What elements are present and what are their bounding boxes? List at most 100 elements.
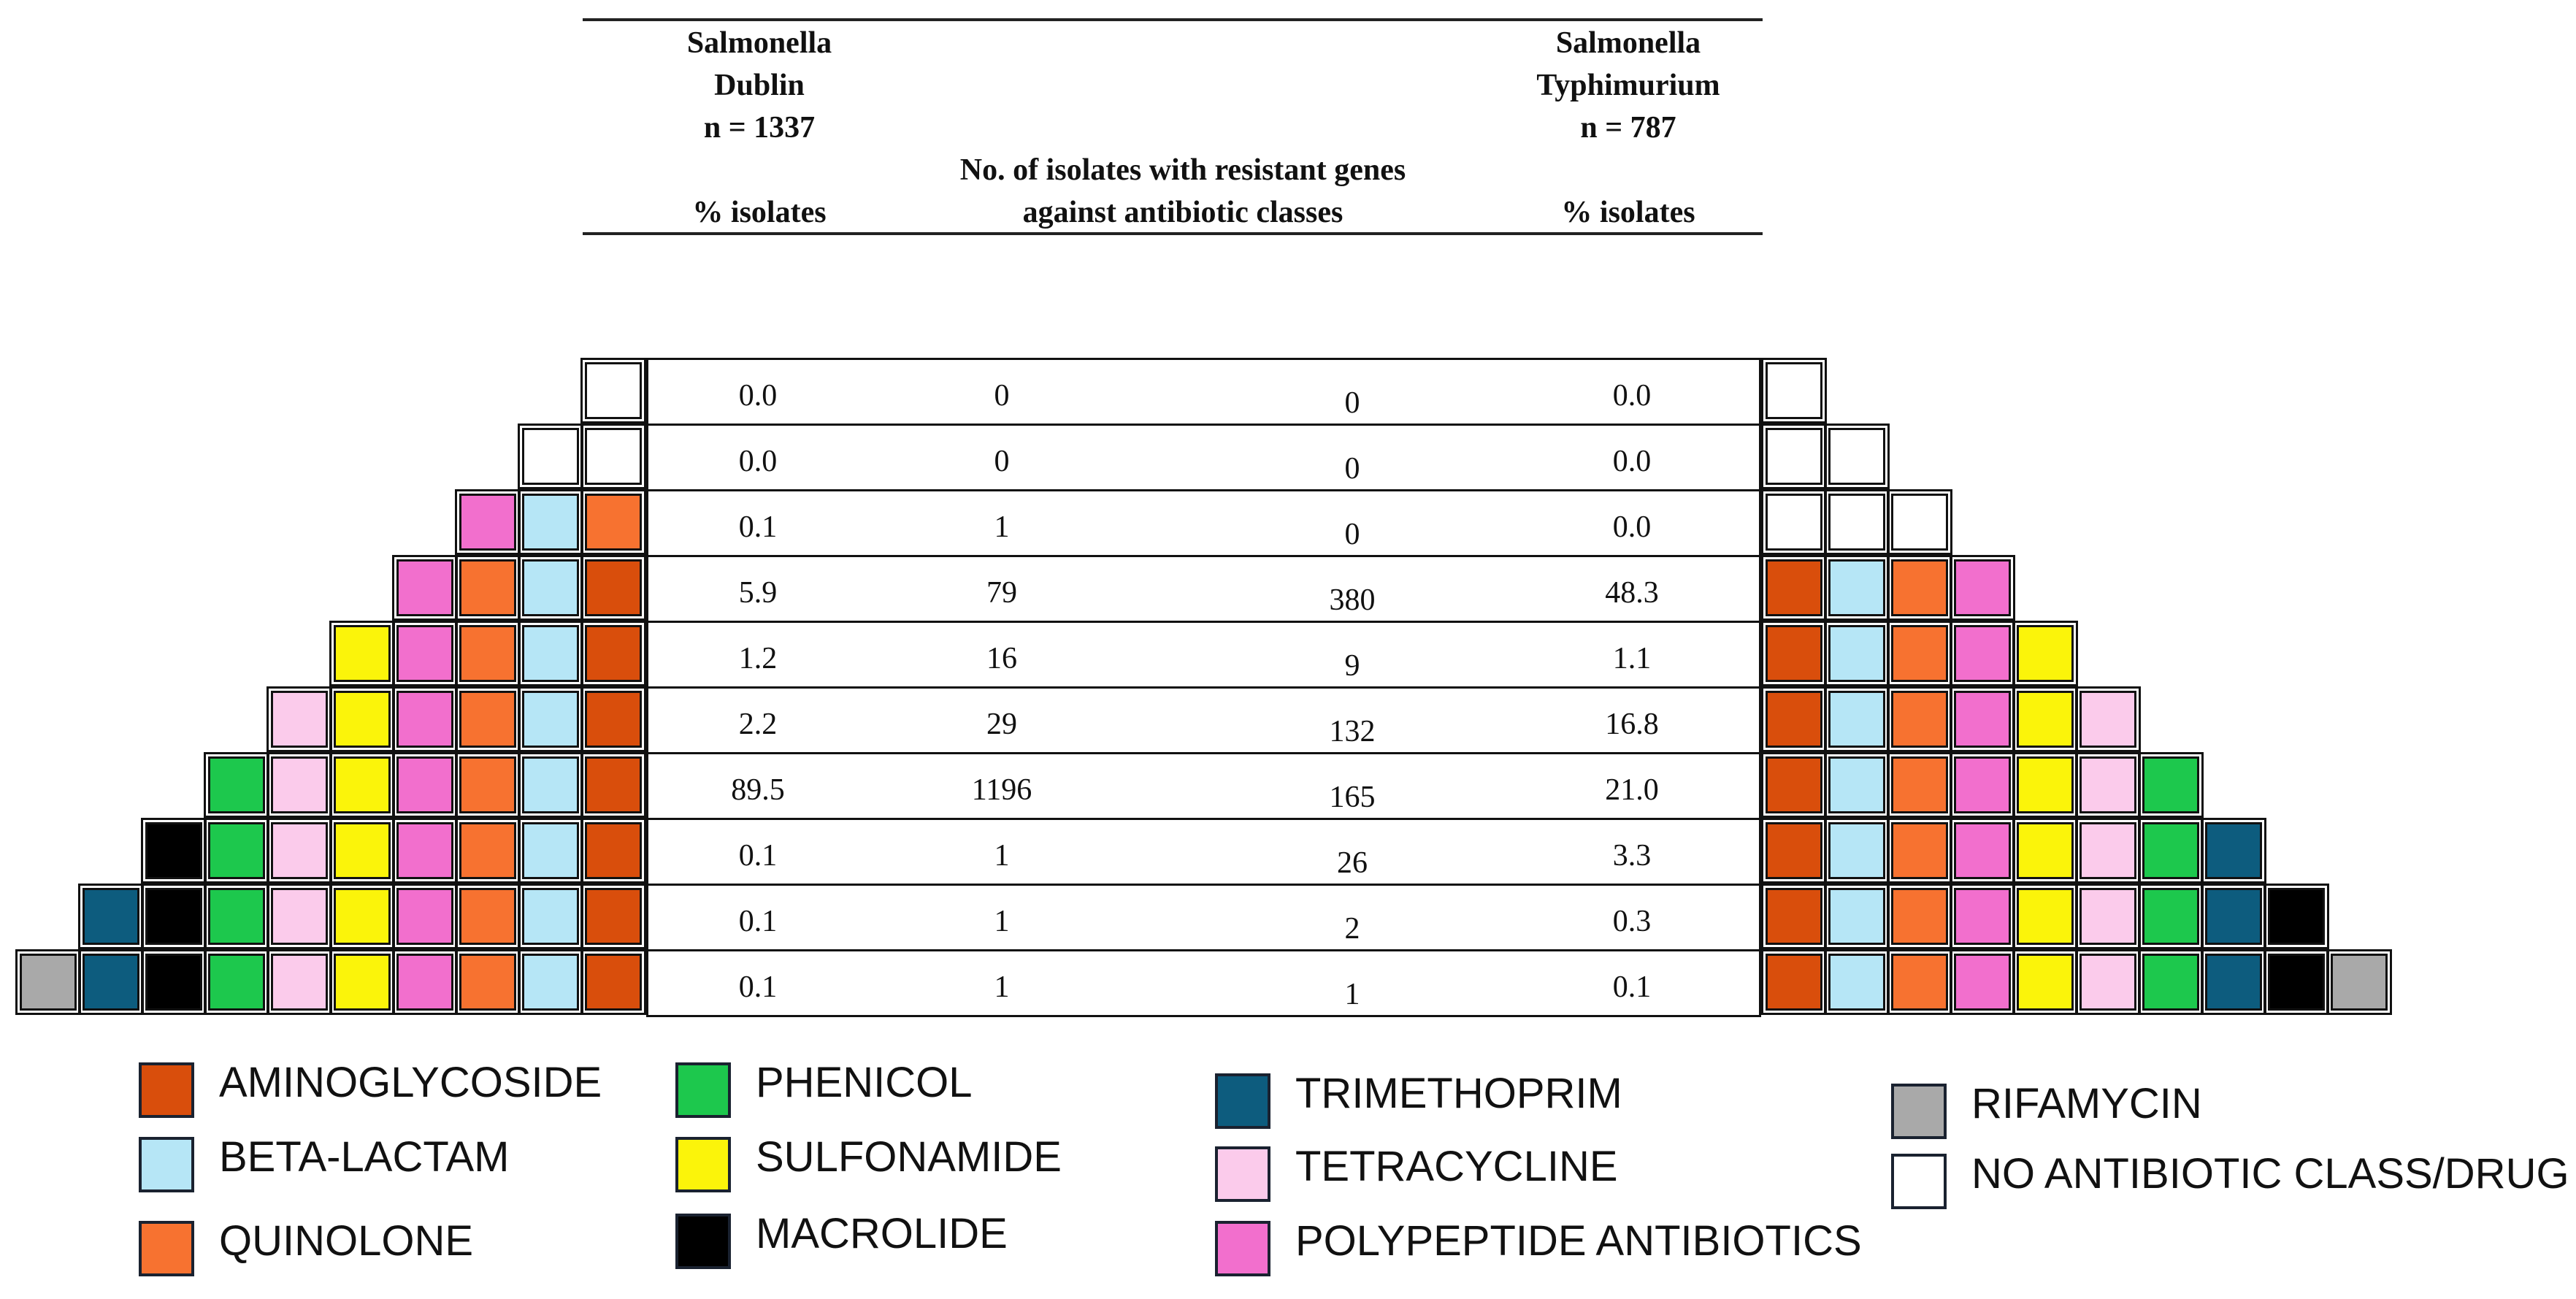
typhimurium-pct: 0.0 <box>1612 379 1652 413</box>
dublin-cell-tetracycline <box>267 949 332 1015</box>
dublin-cell-sulfonamide <box>329 621 395 686</box>
dublin-cell-beta-lactam <box>518 555 583 621</box>
typhimurium-count: 165 <box>1329 781 1376 814</box>
typhimurium-cell-polypeptide <box>1950 555 2015 621</box>
typhimurium-pct: 0.0 <box>1612 510 1652 544</box>
legend-label-trimethoprim: TRIMETHOPRIM <box>1295 1070 1622 1117</box>
typhimurium-cell-beta-lactam <box>1824 818 1890 884</box>
dublin-cell-beta-lactam <box>518 949 583 1015</box>
center-header: No. of isolates with resistant genes aga… <box>891 149 1475 234</box>
dublin-cell-beta-lactam <box>518 818 583 884</box>
dublin-count: 29 <box>986 708 1017 741</box>
typhimurium-cell-polypeptide <box>1950 884 2015 949</box>
dublin-cell-none <box>580 358 646 424</box>
dublin-count: 79 <box>986 576 1017 610</box>
dublin-pct: 0.1 <box>738 510 778 544</box>
dublin-cell-sulfonamide <box>329 686 395 752</box>
legend-label-polypeptide: POLYPEPTIDE ANTIBIOTICS <box>1295 1217 1862 1265</box>
legend-label-macrolide: MACROLIDE <box>756 1210 1008 1257</box>
typhimurium-cell-aminoglycoside <box>1761 686 1827 752</box>
dublin-cell-polypeptide <box>392 555 458 621</box>
dublin-cell-macrolide <box>141 818 207 884</box>
typhimurium-n: n = 787 <box>1580 111 1676 145</box>
typhimurium-cell-none <box>1761 424 1827 489</box>
typhimurium-cell-sulfonamide <box>2012 752 2078 818</box>
dublin-pct: 0.1 <box>738 839 778 873</box>
dublin-cell-beta-lactam <box>518 752 583 818</box>
dublin-cell-tetracycline <box>267 884 332 949</box>
table-row <box>646 752 1761 820</box>
typhimurium-cell-sulfonamide <box>2012 686 2078 752</box>
typhimurium-pct: 3.3 <box>1612 839 1652 873</box>
dublin-count: 0 <box>994 379 1010 413</box>
legend-swatch-sulfonamide <box>675 1137 731 1192</box>
typhimurium-pct: 16.8 <box>1605 708 1659 741</box>
dublin-count: 1 <box>994 905 1010 938</box>
typhimurium-cell-beta-lactam <box>1824 621 1890 686</box>
typhimurium-cell-beta-lactam <box>1824 884 1890 949</box>
dublin-cell-none <box>580 424 646 489</box>
typhimurium-cell-phenicol <box>2138 949 2204 1015</box>
dublin-cell-aminoglycoside <box>580 884 646 949</box>
dublin-pct: 0.1 <box>738 970 778 1004</box>
typhimurium-cell-macrolide <box>2263 949 2329 1015</box>
dublin-cell-quinolone <box>455 752 521 818</box>
dublin-count: 1 <box>994 510 1010 544</box>
typhimurium-cell-tetracycline <box>2075 686 2141 752</box>
dublin-cell-tetracycline <box>267 686 332 752</box>
typhimurium-cell-quinolone <box>1887 752 1952 818</box>
dublin-cell-phenicol <box>204 884 269 949</box>
typhimurium-title-line1: Salmonella <box>1555 26 1701 60</box>
dublin-cell-aminoglycoside <box>580 818 646 884</box>
dublin-cell-trimethoprim <box>78 949 144 1015</box>
typhimurium-cell-none <box>1824 489 1890 555</box>
dublin-cell-polypeptide <box>392 621 458 686</box>
typhimurium-title-line2: Typhimurium <box>1536 69 1720 102</box>
dublin-title-line1: Salmonella <box>686 26 832 60</box>
typhimurium-cell-aminoglycoside <box>1761 884 1827 949</box>
typhimurium-cell-quinolone <box>1887 555 1952 621</box>
typhimurium-pct: 1.1 <box>1612 642 1652 675</box>
typhimurium-cell-phenicol <box>2138 752 2204 818</box>
dublin-cell-aminoglycoside <box>580 555 646 621</box>
dublin-cell-aminoglycoside <box>580 621 646 686</box>
typhimurium-count: 0 <box>1344 386 1360 420</box>
typhimurium-cell-sulfonamide <box>2012 949 2078 1015</box>
typhimurium-cell-polypeptide <box>1950 949 2015 1015</box>
dublin-count: 1 <box>994 839 1010 873</box>
dublin-cell-phenicol <box>204 818 269 884</box>
typhimurium-col-label: % isolates <box>1561 196 1695 229</box>
typhimurium-cell-tetracycline <box>2075 949 2141 1015</box>
dublin-cell-sulfonamide <box>329 949 395 1015</box>
typhimurium-pct: 0.3 <box>1612 905 1652 938</box>
dublin-cell-quinolone <box>580 489 646 555</box>
typhimurium-pct: 48.3 <box>1605 576 1659 610</box>
legend-swatch-trimethoprim <box>1215 1073 1270 1129</box>
typhimurium-cell-beta-lactam <box>1824 686 1890 752</box>
center-header-line2: against antibiotic classes <box>1022 196 1343 229</box>
typhimurium-cell-quinolone <box>1887 621 1952 686</box>
typhimurium-cell-tetracycline <box>2075 884 2141 949</box>
dublin-pct: 1.2 <box>738 642 778 675</box>
typhimurium-pct: 0.1 <box>1612 970 1652 1004</box>
typhimurium-cell-trimethoprim <box>2201 818 2266 884</box>
dublin-col-label: % isolates <box>692 196 827 229</box>
typhimurium-cell-phenicol <box>2138 818 2204 884</box>
legend-swatch-tetracycline <box>1215 1146 1270 1202</box>
dublin-cell-none <box>518 424 583 489</box>
typhimurium-cell-aminoglycoside <box>1761 818 1827 884</box>
typhimurium-count: 1 <box>1344 978 1360 1011</box>
dublin-pct: 89.5 <box>731 773 785 807</box>
typhimurium-cell-quinolone <box>1887 686 1952 752</box>
typhimurium-cell-none <box>1887 489 1952 555</box>
legend-swatch-phenicol <box>675 1062 731 1118</box>
legend-label-tetracycline: TETRACYCLINE <box>1295 1143 1618 1190</box>
typhimurium-pct: 21.0 <box>1605 773 1659 807</box>
typhimurium-cell-beta-lactam <box>1824 752 1890 818</box>
dublin-header: Salmonella Dublin n = 1337 <box>643 22 876 149</box>
dublin-cell-aminoglycoside <box>580 686 646 752</box>
typhimurium-pct: 0.0 <box>1612 445 1652 478</box>
typhimurium-cell-macrolide <box>2263 884 2329 949</box>
dublin-cell-polypeptide <box>392 686 458 752</box>
